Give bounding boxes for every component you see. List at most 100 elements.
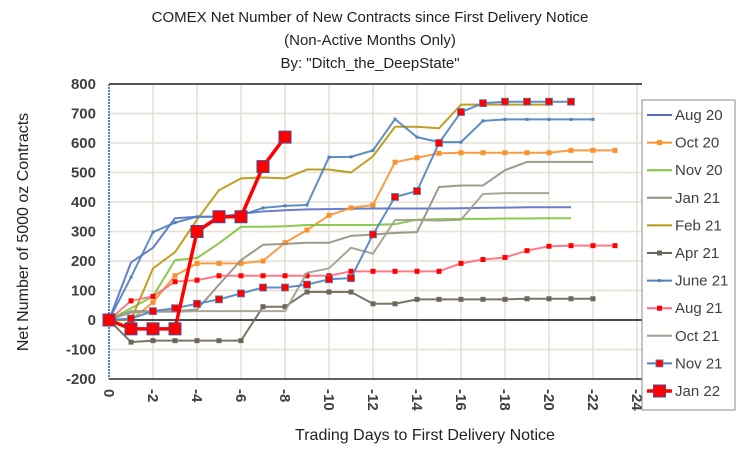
data-point <box>413 187 421 195</box>
y-tick-label: 300 <box>71 224 96 241</box>
data-point <box>523 97 531 106</box>
data-point <box>194 277 200 283</box>
title-line-3: By: "Ditch_the_DeepState" <box>280 55 459 72</box>
data-point <box>194 338 200 344</box>
legend-item: Jan 22 <box>647 383 720 400</box>
data-point <box>458 260 464 266</box>
data-point <box>237 289 245 298</box>
series-jan-21 <box>108 160 593 321</box>
data-point <box>190 225 204 238</box>
data-point <box>524 248 530 254</box>
y-tick-label: 0 <box>88 312 96 329</box>
series-line <box>108 217 571 321</box>
data-point <box>436 268 442 274</box>
data-point <box>282 240 288 246</box>
data-point <box>149 307 157 316</box>
x-tick-label: -6 <box>232 389 249 402</box>
y-tick-label: 400 <box>71 194 96 211</box>
y-tick-label: 700 <box>71 106 96 123</box>
chart-title: COMEX Net Number of New Contracts since … <box>152 9 589 72</box>
data-point <box>304 273 310 279</box>
data-point <box>502 254 508 260</box>
data-point <box>525 117 529 121</box>
legend-marker <box>657 140 662 146</box>
data-point <box>480 257 486 263</box>
data-point <box>238 273 244 279</box>
x-ticks: 0 -2 -4 -6 -8 -10 -12 -14 -16 -18 -20 -22 -24 <box>100 389 645 411</box>
data-point <box>369 230 377 239</box>
data-point <box>282 273 288 279</box>
data-point <box>392 159 398 165</box>
y-tick-label: 200 <box>71 253 96 270</box>
data-point <box>567 97 575 106</box>
data-point <box>458 296 464 302</box>
data-point <box>590 147 596 153</box>
data-point <box>349 155 353 159</box>
x-tick-label: -10 <box>320 389 337 411</box>
data-point <box>348 205 354 211</box>
data-point <box>391 193 399 201</box>
data-point <box>370 268 376 274</box>
x-tick-label: -2 <box>144 389 161 402</box>
series-line <box>108 206 571 321</box>
x-axis-label: Trading Days to First Delivery Notice <box>295 427 555 444</box>
data-point <box>304 227 310 233</box>
data-point <box>305 203 309 207</box>
legend-item: Oct 21 <box>647 328 719 345</box>
data-point <box>612 147 618 153</box>
legend-item: Oct 20 <box>647 135 719 152</box>
legend-item: Aug 21 <box>647 300 723 317</box>
legend-label: Feb 21 <box>675 217 722 234</box>
data-point <box>524 150 530 156</box>
data-point <box>151 230 155 234</box>
data-point <box>501 97 509 106</box>
data-point <box>458 150 464 156</box>
series-line <box>108 244 615 321</box>
data-point <box>193 299 201 308</box>
data-point <box>590 296 596 302</box>
data-point <box>327 155 331 159</box>
data-point <box>124 322 138 336</box>
y-tick-label: 500 <box>71 165 96 182</box>
series-lines <box>102 97 618 345</box>
data-point <box>216 273 222 279</box>
data-point <box>480 150 486 156</box>
legend-label: Nov 21 <box>675 355 723 372</box>
x-tick-label: -12 <box>364 389 381 411</box>
data-point <box>212 210 226 224</box>
x-tick-label: -16 <box>452 389 469 411</box>
data-point <box>590 243 596 249</box>
legend-marker <box>657 250 662 256</box>
data-point <box>256 160 270 174</box>
data-point <box>612 243 618 249</box>
legend-label: Jan 21 <box>675 190 720 207</box>
legend-label: June 21 <box>675 273 728 290</box>
data-point <box>216 260 222 266</box>
data-point <box>259 283 267 292</box>
data-point <box>459 140 463 144</box>
data-point <box>370 301 376 307</box>
data-point <box>546 296 552 302</box>
data-point <box>282 304 288 310</box>
legend-label: Jan 22 <box>675 383 720 400</box>
legend-item: Jan 21 <box>647 190 720 207</box>
data-point <box>238 260 244 266</box>
data-point <box>127 314 135 323</box>
legend-item: Nov 21 <box>647 355 723 372</box>
data-point <box>128 298 134 304</box>
x-tick-label: -8 <box>276 389 293 402</box>
data-point <box>261 206 265 210</box>
data-point <box>392 268 398 274</box>
data-point <box>102 313 116 327</box>
data-point <box>281 283 289 292</box>
series-line <box>108 100 571 321</box>
data-point <box>546 243 552 249</box>
y-tick-label: 100 <box>71 283 96 300</box>
series-line <box>108 160 593 321</box>
data-point <box>172 273 178 279</box>
data-point <box>415 135 419 139</box>
data-point <box>436 296 442 302</box>
data-point <box>502 150 508 156</box>
data-point <box>480 296 486 302</box>
data-point <box>414 268 420 274</box>
